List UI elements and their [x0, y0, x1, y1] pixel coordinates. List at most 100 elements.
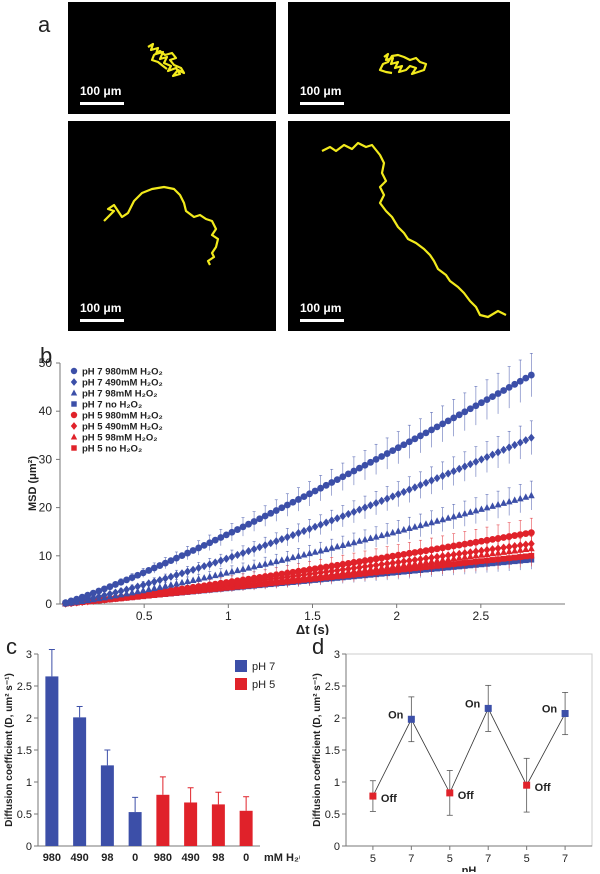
data-point [400, 487, 408, 496]
data-point [178, 578, 186, 586]
data-point [134, 582, 142, 591]
data-point [383, 553, 391, 561]
data-point [400, 525, 408, 533]
data-point [433, 545, 441, 553]
x-tick-label: 1.5 [304, 609, 321, 623]
data-point [400, 557, 408, 566]
data-point [433, 552, 441, 561]
data-point [261, 560, 269, 567]
y-tick-label: 3 [334, 649, 340, 661]
data-point [461, 462, 469, 471]
legend-marker [70, 422, 78, 430]
data-point [500, 387, 508, 394]
scale-label-1: 100 μm [80, 84, 122, 98]
data-point [394, 551, 402, 559]
data-point [306, 549, 313, 557]
data-point [89, 589, 97, 597]
data-point [145, 567, 153, 574]
data-point [405, 438, 413, 446]
data-point [467, 559, 474, 566]
scale-bar-4 [300, 319, 344, 322]
data-point [467, 562, 474, 569]
scale-bar-2 [300, 102, 344, 105]
data-point [217, 579, 225, 587]
data-point [178, 585, 186, 593]
data-point [322, 545, 330, 553]
data-point [344, 470, 352, 478]
data-point [494, 500, 502, 508]
data-point [100, 585, 108, 593]
data-point [433, 517, 441, 524]
data-point [333, 514, 341, 523]
data-point [189, 576, 197, 583]
data-point [378, 453, 386, 460]
data-point [317, 564, 325, 572]
data-point [150, 584, 158, 591]
data-point [478, 505, 485, 512]
data-point [356, 537, 363, 544]
x-tick-label: 5 [524, 853, 530, 865]
data-point [195, 583, 203, 590]
data-point [372, 555, 380, 563]
data-point [422, 478, 430, 487]
y-tick-label: 3 [26, 649, 32, 661]
data-point [494, 448, 502, 457]
data-point [489, 393, 496, 400]
data-point [250, 574, 258, 582]
data-point [444, 417, 452, 425]
data-point [289, 568, 297, 576]
data-point [350, 467, 358, 475]
data-point [466, 548, 474, 557]
data-point [372, 533, 380, 540]
data-point [150, 564, 158, 572]
data-point [322, 567, 330, 576]
data-point [211, 536, 219, 544]
y-tick-label: 0 [334, 841, 340, 853]
data-point [328, 516, 336, 525]
data-point [472, 457, 480, 466]
data-point [367, 570, 374, 576]
legend-label: pH 5 [252, 679, 275, 691]
trajectory-image-2: 100 μm [288, 2, 510, 114]
data-point [350, 507, 358, 516]
data-point [250, 518, 258, 525]
legend-marker [70, 433, 78, 440]
legend-label: pH 5 980mM H₂O₂ [82, 411, 163, 422]
data-point [417, 432, 424, 440]
data-point [400, 441, 408, 449]
bar [45, 676, 59, 846]
legend-label: pH 5 98mM H₂O₂ [82, 433, 158, 444]
data-point [350, 559, 358, 566]
data-point [134, 571, 142, 579]
data-point [300, 493, 308, 501]
point-annotation: Off [381, 793, 397, 805]
data-point [184, 577, 191, 585]
trajectory-image-4: 100 μm [288, 121, 510, 331]
trajectory-image-1: 100 μm [68, 2, 276, 114]
data-point [516, 377, 524, 385]
data-point [206, 581, 214, 589]
data-point [184, 567, 191, 576]
data-point [156, 562, 164, 569]
data-point [245, 520, 252, 528]
data-point [494, 390, 502, 397]
data-point [206, 560, 214, 569]
data-point [322, 518, 330, 527]
data-point [189, 583, 197, 591]
data-point [411, 555, 419, 564]
data-point [339, 560, 347, 568]
data-point [139, 580, 147, 590]
panel-d-label: d [312, 634, 325, 659]
data-point [344, 540, 352, 547]
y-axis-title: Diffusion coefficient (D, um² s⁻¹) [4, 673, 15, 827]
data-point [217, 556, 225, 565]
data-point [378, 496, 386, 505]
data-point [211, 558, 219, 567]
data-point [483, 452, 491, 462]
data-point [455, 511, 463, 518]
data-point [245, 564, 252, 571]
data-point [483, 536, 491, 544]
y-tick-label: 0.5 [17, 809, 32, 821]
data-point [422, 547, 430, 555]
data-point [516, 531, 524, 538]
